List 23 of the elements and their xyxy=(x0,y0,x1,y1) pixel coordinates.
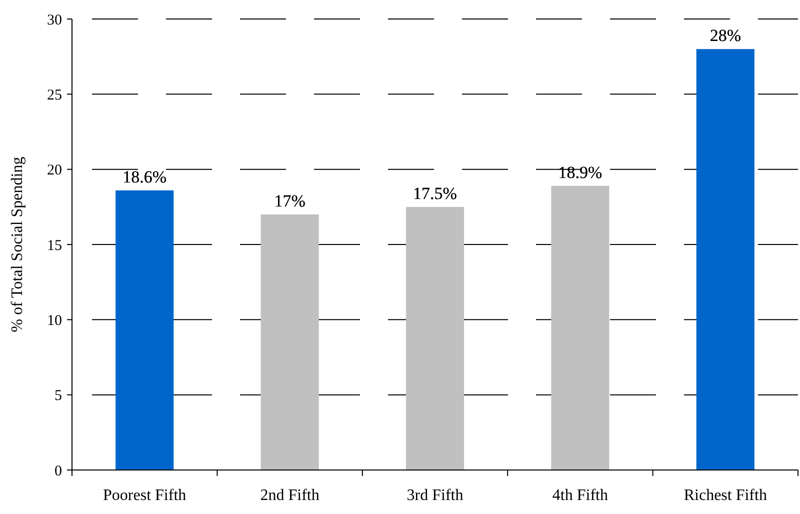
y-tick-label: 25 xyxy=(47,87,62,104)
x-tick-label: Richest Fifth xyxy=(684,487,767,504)
y-tick-label: 5 xyxy=(54,388,62,404)
bar xyxy=(406,206,464,470)
y-tick-label: 0 xyxy=(54,463,62,480)
bar xyxy=(696,49,754,470)
data-label: 18.9% xyxy=(558,162,602,182)
data-label: 18.6% xyxy=(122,167,167,186)
y-tick-label: 20 xyxy=(47,162,62,179)
bar xyxy=(260,214,319,470)
x-tick-label: 3rd Fifth xyxy=(406,487,464,504)
y-axis-title: % of Total Social Spending xyxy=(9,156,26,332)
y-tick-label: 10 xyxy=(47,312,62,329)
y-tick-label: 15 xyxy=(47,238,62,254)
x-tick-label: Poorest Fifth xyxy=(103,487,186,504)
bar xyxy=(551,186,610,470)
x-tick-label: 4th Fifth xyxy=(552,487,608,504)
x-tick-label: 2nd Fifth xyxy=(260,487,320,504)
y-tick-label: 30 xyxy=(47,12,62,28)
bar xyxy=(116,190,174,470)
data-label: 17.5% xyxy=(413,184,457,203)
data-label: 28% xyxy=(710,26,741,46)
data-label: 17% xyxy=(274,191,306,210)
